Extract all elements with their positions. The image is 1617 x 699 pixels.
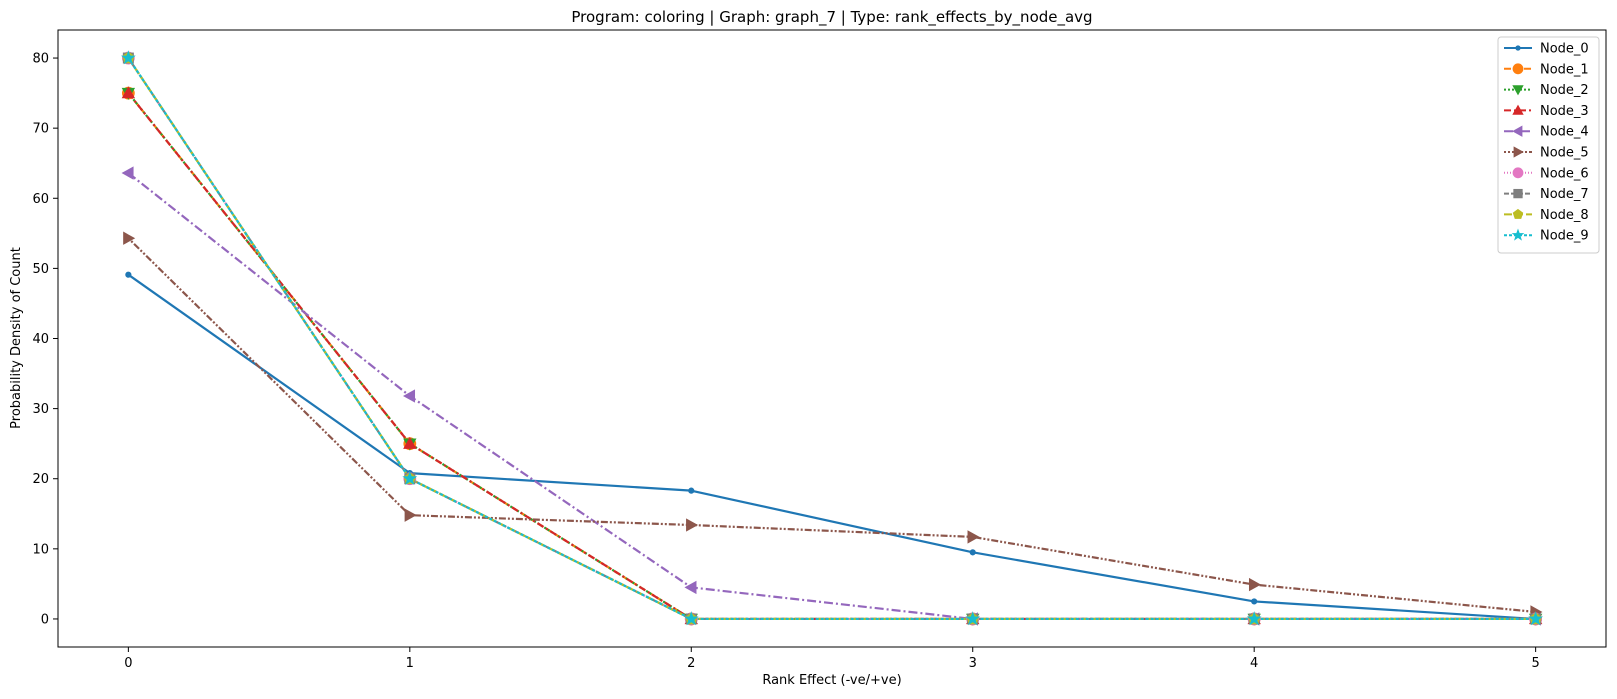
series-markers-node-3 xyxy=(121,86,1543,625)
x-tick-label: 4 xyxy=(1250,656,1258,671)
legend-item: Node_2 xyxy=(1504,83,1589,98)
series-markers-node-5 xyxy=(123,231,1543,619)
y-tick-label: 10 xyxy=(32,542,49,557)
series-markers-node-2 xyxy=(121,87,1543,626)
legend-marker xyxy=(1512,167,1524,179)
legend-item: Node_4 xyxy=(1504,125,1589,140)
y-tick-label: 50 xyxy=(32,262,49,277)
data-point xyxy=(965,611,981,626)
y-tick-label: 60 xyxy=(32,192,49,207)
legend-item: Node_3 xyxy=(1504,104,1589,119)
y-tick-label: 0 xyxy=(41,612,49,627)
y-axis-title: Probability Density of Count xyxy=(9,247,24,429)
legend-label: Node_1 xyxy=(1540,62,1589,77)
legend-item: Node_1 xyxy=(1504,62,1589,77)
series-markers-node-1 xyxy=(121,86,1543,626)
series-markers-node-4 xyxy=(121,166,1541,626)
legend-item: Node_7 xyxy=(1504,187,1589,202)
legend-marker xyxy=(1512,104,1524,115)
legend-item: Node_9 xyxy=(1504,228,1589,244)
x-tick-label: 3 xyxy=(969,656,977,671)
series-markers-node-0 xyxy=(125,271,1539,623)
legend-marker xyxy=(1513,146,1524,158)
y-tick-label: 30 xyxy=(32,402,49,417)
legend-label: Node_5 xyxy=(1540,146,1589,161)
data-point xyxy=(967,530,980,544)
series-line-node-2 xyxy=(127,92,1536,621)
legend-marker xyxy=(1512,125,1523,137)
legend-marker xyxy=(1515,45,1521,51)
legend: Node_0 Node_1 Node_2 Node_3 Node_4 Node_5 Node… xyxy=(1497,36,1600,254)
series-line-node-6 xyxy=(127,57,1536,621)
legend-label: Node_3 xyxy=(1540,104,1589,119)
legend-marker xyxy=(1512,63,1524,75)
series-lines xyxy=(127,57,1536,621)
x-tick-label: 1 xyxy=(406,656,414,671)
data-point xyxy=(969,549,976,556)
data-point xyxy=(121,166,134,180)
series-markers xyxy=(120,50,1544,626)
data-point xyxy=(123,231,136,245)
data-point xyxy=(1251,598,1258,605)
y-tick-label: 80 xyxy=(32,52,49,67)
y-axis: 0 10 20 30 40 50 60 70 80 xyxy=(32,52,58,627)
x-axis-title: Rank Effect (-ve/+ve) xyxy=(762,673,901,688)
series-markers-node-6 xyxy=(121,51,1543,626)
legend-label: Node_2 xyxy=(1540,83,1589,98)
legend-item: Node_5 xyxy=(1504,146,1589,161)
legend-marker xyxy=(1512,208,1524,219)
series-line-node-7 xyxy=(127,57,1536,621)
legend-item: Node_8 xyxy=(1504,208,1589,223)
data-point xyxy=(402,389,416,403)
series-line-node-4 xyxy=(127,172,1536,621)
legend-box xyxy=(1497,36,1600,254)
series-line-node-5 xyxy=(127,237,1536,614)
data-point xyxy=(683,611,699,626)
data-point xyxy=(404,508,417,522)
legend-label: Node_6 xyxy=(1540,166,1589,181)
data-point xyxy=(402,470,418,486)
y-tick-label: 20 xyxy=(32,472,49,487)
data-point xyxy=(1246,611,1262,626)
chart-title: Program: coloring | Graph: graph_7 | Typ… xyxy=(571,8,1092,27)
data-point xyxy=(684,580,697,595)
data-point xyxy=(1248,577,1262,592)
x-axis: 0 1 2 3 4 5 xyxy=(124,647,1540,671)
series-line-node-8 xyxy=(127,57,1536,621)
series-markers-node-7 xyxy=(122,52,1542,625)
x-tick-label: 2 xyxy=(687,656,695,671)
legend-label: Node_4 xyxy=(1540,125,1589,140)
data-point xyxy=(403,436,417,449)
y-tick-label: 70 xyxy=(32,122,49,137)
legend-marker xyxy=(1511,228,1525,241)
y-tick-label: 40 xyxy=(32,332,49,347)
legend-label: Node_8 xyxy=(1540,208,1589,223)
legend-item: Node_6 xyxy=(1504,166,1589,181)
legend-label: Node_0 xyxy=(1540,42,1589,57)
x-tick-label: 5 xyxy=(1531,656,1539,671)
x-tick-label: 0 xyxy=(124,656,132,671)
legend-label: Node_7 xyxy=(1540,187,1589,202)
data-point xyxy=(688,487,695,494)
series-line-node-0 xyxy=(127,273,1536,621)
legend-item: Node_0 xyxy=(1504,42,1589,57)
data-point xyxy=(125,271,132,278)
legend-marker xyxy=(1512,85,1524,96)
series-line-node-9 xyxy=(127,57,1536,621)
data-point xyxy=(1528,611,1544,626)
data-point xyxy=(686,518,699,532)
plot-area-frame xyxy=(57,29,1607,648)
series-markers-node-9 xyxy=(120,50,1544,626)
data-point xyxy=(121,86,136,99)
legend-marker xyxy=(1513,188,1523,199)
legend-label: Node_9 xyxy=(1540,229,1589,244)
series-markers-node-8 xyxy=(122,51,1542,625)
data-point xyxy=(120,50,136,65)
